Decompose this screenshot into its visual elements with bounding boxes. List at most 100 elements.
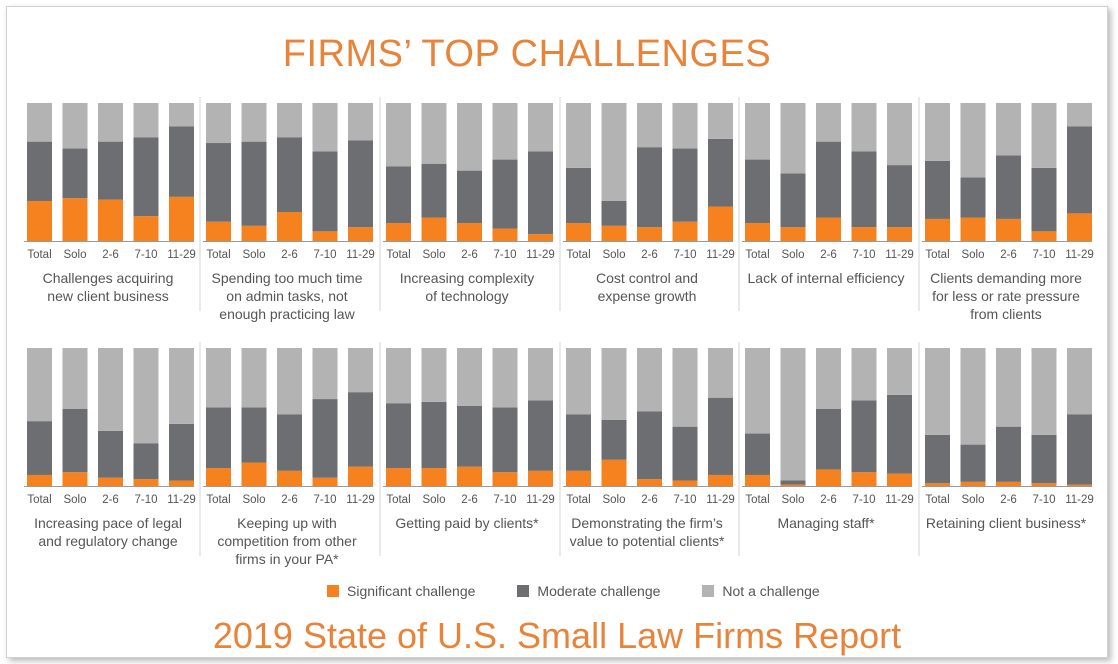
bar-segment-not <box>421 348 447 402</box>
panel-title: new client business <box>47 288 168 304</box>
panel-title: Managing staff* <box>777 515 875 531</box>
category-tick-label: Total <box>745 249 769 261</box>
panel-title: Increasing complexity <box>400 270 535 286</box>
bar-segment-moderate <box>492 407 518 473</box>
bar-segment-significant <box>745 474 770 486</box>
bar-segment-significant <box>887 227 912 241</box>
bar-segment-moderate <box>637 411 662 480</box>
category-tick-label: 7-10 <box>313 249 336 261</box>
bar-segment-not <box>386 103 411 167</box>
bar-segment-moderate <box>816 141 841 218</box>
bar-segment-not <box>745 348 770 434</box>
panel-title: value to potential clients* <box>570 533 725 549</box>
panel-title: Increasing pace of legal <box>34 515 182 531</box>
bar-segment-significant <box>277 470 302 486</box>
bar-segment-moderate <box>492 159 518 229</box>
category-tick-label: Total <box>386 249 410 261</box>
category-tick-label: 7-10 <box>1032 494 1055 506</box>
bar-segment-significant <box>780 227 806 241</box>
category-tick-label: 7-10 <box>673 494 696 506</box>
bar-segment-moderate <box>528 151 553 235</box>
bar-segment-not <box>708 103 733 139</box>
bar-segment-not <box>637 103 662 148</box>
bar-segment-not <box>780 348 806 481</box>
bar-segment-not <box>996 348 1021 427</box>
bar-segment-moderate <box>1067 126 1092 214</box>
bar-segment-not <box>851 348 877 401</box>
bar-segment-significant <box>1067 484 1092 486</box>
bar-segment-moderate <box>348 140 373 228</box>
bar-segment-moderate <box>960 177 986 218</box>
bar-segment-significant <box>708 206 733 241</box>
category-tick-label: 11-29 <box>885 249 914 261</box>
category-tick-label: 11-29 <box>1065 249 1094 261</box>
bar-segment-significant <box>348 227 373 241</box>
category-tick-label: Total <box>386 494 410 506</box>
bar-segment-not <box>566 348 591 415</box>
bar-segment-not <box>672 103 698 149</box>
bar-segment-significant <box>421 468 447 486</box>
category-tick-label: 7-10 <box>852 494 875 506</box>
bar-segment-not <box>421 103 447 164</box>
category-tick-label: Solo <box>781 494 804 506</box>
panel-title: competition from other <box>217 533 357 549</box>
legend-swatch-significant <box>327 585 339 597</box>
bar-segment-moderate <box>386 166 411 224</box>
bar-segment-not <box>241 348 267 408</box>
bar-segment-moderate <box>1067 414 1092 485</box>
panel-title: on admin tasks, not <box>226 288 348 304</box>
bar-segment-moderate <box>925 434 950 484</box>
bar-segment-moderate <box>241 141 267 226</box>
bar-segment-significant <box>672 480 698 486</box>
bar-segment-moderate <box>1031 434 1057 484</box>
bar-segment-not <box>566 103 591 168</box>
bar-segment-moderate <box>206 407 231 469</box>
bar-segment-moderate <box>996 426 1021 482</box>
legend-item-moderate: Moderate challenge <box>517 583 660 599</box>
bar-segment-significant <box>566 223 591 241</box>
bar-segment-not <box>996 103 1021 156</box>
bar-segment-moderate <box>851 151 877 228</box>
bar-segment-not <box>386 348 411 404</box>
bar-segment-moderate <box>133 443 159 480</box>
panel-title: Demonstrating the firm’s <box>571 515 722 531</box>
category-tick-label: Solo <box>242 494 265 506</box>
bar-segment-moderate <box>241 407 267 463</box>
bar-segment-not <box>312 103 338 152</box>
bar-segment-not <box>960 348 986 445</box>
bar-segment-significant <box>133 479 159 486</box>
legend-label-significant: Significant challenge <box>347 583 476 599</box>
bar-segment-moderate <box>566 167 591 224</box>
bar-segment-significant <box>637 479 662 486</box>
category-tick-label: Solo <box>961 494 984 506</box>
category-tick-label: 7-10 <box>852 249 875 261</box>
bar-segment-moderate <box>27 421 52 475</box>
category-tick-label: 7-10 <box>134 249 157 261</box>
category-tick-label: 11-29 <box>706 249 735 261</box>
panel-title: and regulatory change <box>38 533 178 549</box>
bar-segment-significant <box>528 234 553 241</box>
bar-segment-significant <box>708 474 733 486</box>
bar-segment-not <box>925 348 950 435</box>
bar-segment-moderate <box>421 163 447 218</box>
bar-segment-moderate <box>672 148 698 222</box>
bar-segment-not <box>1031 103 1057 168</box>
bar-segment-significant <box>925 218 950 241</box>
bar-segment-not <box>887 103 912 166</box>
panel-title: firms in your PA* <box>235 551 339 567</box>
bar-segment-moderate <box>277 414 302 471</box>
bar-segment-significant <box>492 228 518 241</box>
category-tick-label: 2-6 <box>461 249 478 261</box>
bar-segment-not <box>708 348 733 398</box>
bar-segment-significant <box>312 231 338 241</box>
bar-segment-moderate <box>62 408 88 473</box>
bar-segment-significant <box>62 472 88 486</box>
bar-segment-significant <box>1031 231 1057 241</box>
bar-segment-significant <box>1067 213 1092 241</box>
bar-segment-significant <box>241 462 267 486</box>
bar-segment-not <box>601 103 627 201</box>
category-tick-label: 11-29 <box>526 249 555 261</box>
legend-item-not: Not a challenge <box>702 583 820 599</box>
category-tick-label: Total <box>566 249 590 261</box>
bar-segment-not <box>62 348 88 409</box>
